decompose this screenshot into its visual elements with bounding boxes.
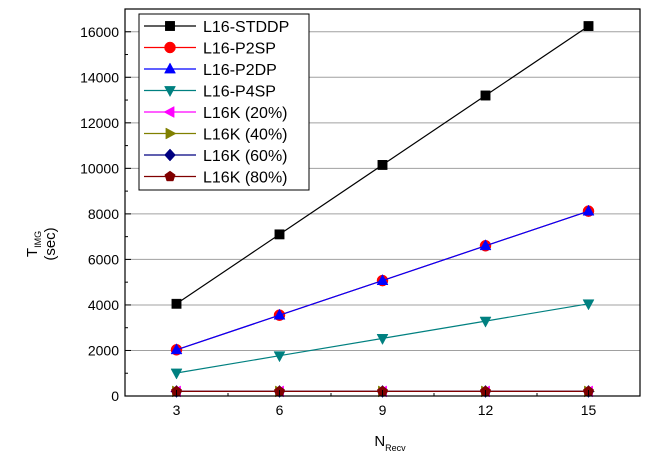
data-point [583,21,594,31]
legend-label: L16-STDDP [203,19,289,36]
y-tick-label: 8000 [88,206,119,222]
x-axis-label-sub: Recv [385,443,406,453]
legend-item: L16-P4SP [144,84,276,101]
data-point [479,316,492,328]
legend-label: L16-P2DP [203,62,277,79]
y-tick-label: 4000 [88,297,119,313]
x-axis-label: NRecv [374,433,406,453]
x-tick-label: 6 [276,402,284,418]
y-axis-label: TIMG [24,231,43,257]
legend-label: L16K (60%) [203,148,288,165]
x-tick-label: 12 [478,402,494,418]
y-tick-label: 0 [111,388,119,404]
data-point [582,204,595,216]
legend-item: L16K (80%) [144,170,288,187]
data-point [376,274,389,285]
legend-marker [165,21,175,31]
data-point [170,343,183,355]
y-tick-label: 6000 [88,251,119,267]
y-tick-label: 16000 [80,24,119,40]
y-axis-unit: (sec) [42,227,59,260]
series-2 [170,204,595,355]
y-tick-label: 10000 [80,160,119,176]
y-axis-label-sub: IMG [33,231,43,248]
series-3 [170,299,595,380]
legend-label: L16K (40%) [203,127,288,144]
y-tick-label: 2000 [88,342,119,358]
legend-marker [164,86,176,98]
legend-marker [164,170,176,182]
data-point [480,90,491,101]
axes: 0 2000 4000 6000 8000 10000 12000 14000 16000 3 6 9… [80,24,596,418]
legend-marker [164,62,176,74]
data-point [171,298,182,309]
x-tick-label: 3 [173,402,181,418]
series-0 [171,21,594,309]
data-point [273,351,286,363]
data-point [273,308,286,320]
data-point [376,334,389,345]
legend-item: L16K (60%) [144,148,288,165]
legend-item: L16K (40%) [144,127,288,144]
legend-marker [163,106,175,118]
legend: L16-STDDP L16-P2SP L16-P2DP L16-P4SP L16K (2… [138,13,310,191]
x-tick-label: 15 [581,402,597,418]
legend-item: L16-P2DP [144,62,277,79]
legend-item: L16-P2SP [144,41,276,58]
data-point [377,160,388,170]
legend-label: L16-P4SP [203,84,276,101]
legend-item: L16-STDDP [144,19,289,36]
y-axis-label-main: T [24,248,41,257]
legend-marker [164,41,176,54]
legend-label: L16K (20%) [203,105,288,122]
legend-label: L16-P2SP [203,41,276,58]
data-point [170,368,183,380]
legend-item: L16K (20%) [144,105,288,122]
y-tick-label: 14000 [80,69,119,85]
legend-marker [165,127,177,140]
x-axis-label-main: N [374,433,385,450]
data-point [479,239,492,251]
data-point [274,229,285,240]
legend-label: L16K (80%) [203,170,288,187]
y-tick-label: 12000 [80,115,119,131]
data-point [582,299,595,311]
x-tick-label: 9 [379,402,387,418]
legend-marker [164,148,176,162]
